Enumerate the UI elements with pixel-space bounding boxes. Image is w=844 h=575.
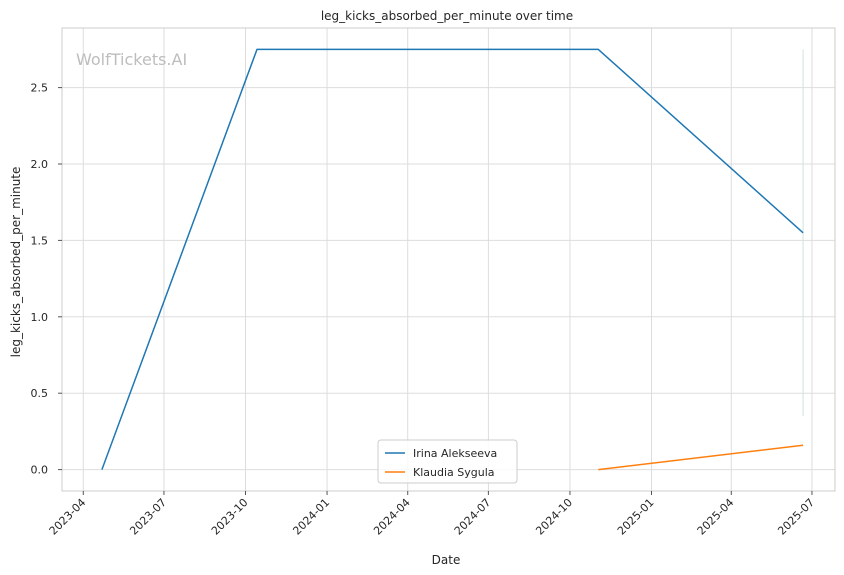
watermark: WolfTickets.AI xyxy=(76,50,187,69)
grid xyxy=(62,28,835,491)
y-tick-label: 2.0 xyxy=(31,158,49,171)
y-axis-title: leg_kicks_absorbed_per_minute xyxy=(9,167,23,358)
y-tick-label: 1.0 xyxy=(31,311,49,324)
series-line-1 xyxy=(101,48,804,470)
y-tick-label: 2.5 xyxy=(31,82,49,95)
plot-frame xyxy=(61,27,836,492)
legend-box xyxy=(377,439,518,484)
y-tick-label: 0.0 xyxy=(31,464,49,477)
series-line-2 xyxy=(598,444,804,471)
legend-label: Klaudia Sygula xyxy=(413,466,495,479)
y-axis: 0.0 0.5 1.0 1.5 2.0 2.5 xyxy=(31,82,62,477)
legend: Irina Alekseeva Klaudia Sygula xyxy=(377,439,518,484)
series-layer xyxy=(101,48,804,471)
y-tick-label: 0.5 xyxy=(31,387,49,400)
legend-label: Irina Alekseeva xyxy=(413,447,497,460)
chart-title: leg_kicks_absorbed_per_minute over time xyxy=(321,9,573,23)
y-tick-label: 1.5 xyxy=(31,234,49,247)
x-axis-title: Date xyxy=(432,553,461,567)
